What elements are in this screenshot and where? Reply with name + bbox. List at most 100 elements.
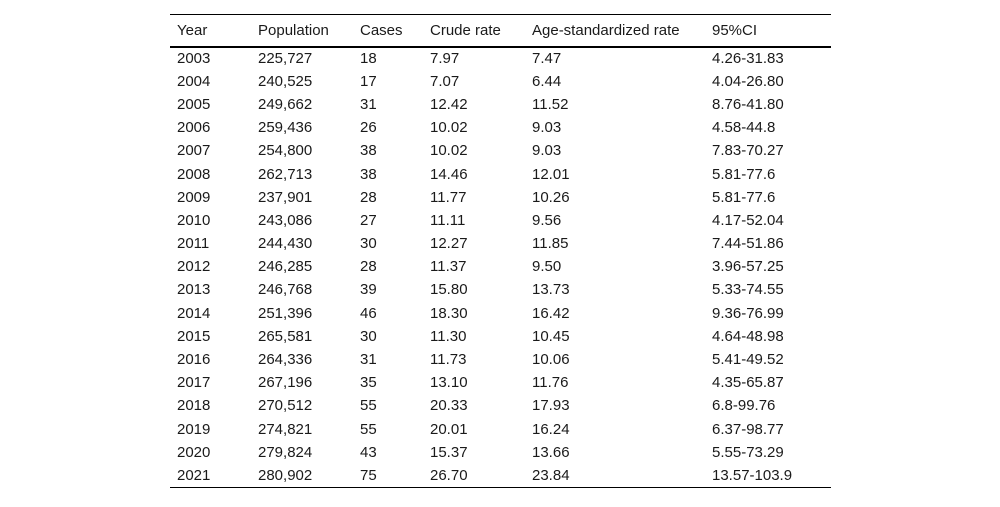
- table-cell: 3.96-57.25: [712, 258, 784, 276]
- table-cell: 39: [360, 281, 377, 299]
- table-cell: 7.83-70.27: [712, 142, 784, 160]
- table-cell: 12.42: [430, 95, 468, 113]
- table-cell: 2003: [177, 50, 211, 68]
- table-cell: 28: [360, 188, 377, 206]
- table-cell: 31: [360, 95, 377, 113]
- table-cell: 5.81-77.6: [712, 188, 776, 206]
- table-cell: 254,800: [258, 142, 313, 160]
- table-cell: 8.76-41.80: [712, 95, 784, 113]
- table-cell: 31: [360, 351, 377, 369]
- table-row: 2013 246,768 39 15.80 13.73 5.33-74.55: [170, 278, 831, 301]
- column-header: Population: [258, 21, 329, 39]
- table-cell: 38: [360, 165, 377, 183]
- table-cell: 2007: [177, 142, 211, 160]
- table-cell: 259,436: [258, 119, 313, 137]
- table-cell: 23.84: [532, 466, 570, 484]
- table-row: 2009 237,901 28 11.77 10.26 5.81-77.6: [170, 186, 831, 209]
- table-cell: 243,086: [258, 211, 313, 229]
- table-cell: 4.58-44.8: [712, 119, 776, 137]
- table-cell: 6.37-98.77: [712, 420, 784, 438]
- table-cell: 270,512: [258, 397, 313, 415]
- table-cell: 9.03: [532, 119, 562, 137]
- table-cell: 10.02: [430, 119, 468, 137]
- table-cell: 267,196: [258, 374, 313, 392]
- table-cell: 240,525: [258, 72, 313, 90]
- table-cell: 2011: [177, 235, 210, 253]
- table-cell: 13.57-103.9: [712, 466, 793, 484]
- table-row: 2014 251,396 46 18.30 16.42 9.36-76.99: [170, 302, 831, 325]
- table-cell: 20.33: [430, 397, 468, 415]
- table-cell: 11.85: [532, 235, 569, 253]
- table-cell: 46: [360, 304, 377, 322]
- table-row: 2003 225,727 18 7.97 7.47 4.26-31.83: [170, 47, 831, 70]
- column-header: Age-standardized rate: [532, 21, 680, 39]
- table-cell: 264,336: [258, 351, 313, 369]
- table-cell: 13.66: [532, 443, 570, 461]
- table-row: 2008 262,713 38 14.46 12.01 5.81-77.6: [170, 162, 831, 185]
- table-cell: 2005: [177, 95, 211, 113]
- table-cell: 10.26: [532, 188, 570, 206]
- table-row: 2004 240,525 17 7.07 6.44 4.04-26.80: [170, 70, 831, 93]
- table-cell: 2013: [177, 281, 211, 299]
- table-cell: 13.10: [430, 374, 468, 392]
- table-cell: 274,821: [258, 420, 313, 438]
- table-cell: 26.70: [430, 466, 468, 484]
- table-cell: 265,581: [258, 327, 313, 345]
- table-row: 2006 259,436 26 10.02 9.03 4.58-44.8: [170, 116, 831, 139]
- table-cell: 4.04-26.80: [712, 72, 784, 90]
- table-cell: 4.17-52.04: [712, 211, 784, 229]
- table-cell: 6.8-99.76: [712, 397, 776, 415]
- table-row: 2017 267,196 35 13.10 11.76 4.35-65.87: [170, 371, 831, 394]
- table-cell: 2009: [177, 188, 211, 206]
- table-cell: 11.76: [532, 374, 569, 392]
- table-cell: 280,902: [258, 466, 313, 484]
- table-cell: 30: [360, 327, 377, 345]
- table-cell: 2014: [177, 304, 211, 322]
- table-row: 2020 279,824 43 15.37 13.66 5.55-73.29: [170, 441, 831, 464]
- table-cell: 7.97: [430, 50, 460, 68]
- table-cell: 2020: [177, 443, 211, 461]
- table-cell: 26: [360, 119, 377, 137]
- table-row: 2012 246,285 28 11.37 9.50 3.96-57.25: [170, 255, 831, 278]
- table-cell: 12.27: [430, 235, 468, 253]
- table-cell: 2012: [177, 258, 211, 276]
- table-cell: 10.45: [532, 327, 570, 345]
- table-cell: 15.37: [430, 443, 468, 461]
- table-header-row: Year Population Cases Crude rate Age-standar…: [170, 15, 831, 47]
- table-cell: 18.30: [430, 304, 468, 322]
- table-cell: 5.55-73.29: [712, 443, 784, 461]
- table-cell: 6.44: [532, 72, 562, 90]
- table-cell: 237,901: [258, 188, 313, 206]
- table-cell: 17: [360, 72, 377, 90]
- table-cell: 38: [360, 142, 377, 160]
- table-cell: 5.33-74.55: [712, 281, 784, 299]
- table-cell: 9.36-76.99: [712, 304, 784, 322]
- table-cell: 2017: [177, 374, 211, 392]
- table-row: 2016 264,336 31 11.73 10.06 5.41-49.52: [170, 348, 831, 371]
- table-cell: 43: [360, 443, 377, 461]
- table-cell: 12.01: [532, 165, 570, 183]
- table-cell: 2015: [177, 327, 211, 345]
- table-cell: 20.01: [430, 420, 468, 438]
- table-cell: 4.35-65.87: [712, 374, 784, 392]
- table-cell: 7.07: [430, 72, 460, 90]
- table-cell: 18: [360, 50, 377, 68]
- table-cell: 30: [360, 235, 377, 253]
- table-cell: 55: [360, 420, 377, 438]
- table-cell: 9.56: [532, 211, 562, 229]
- table-cell: 279,824: [258, 443, 313, 461]
- table-row: 2011 244,430 30 12.27 11.85 7.44-51.86: [170, 232, 831, 255]
- table-cell: 246,285: [258, 258, 313, 276]
- table-row: 2010 243,086 27 11.11 9.56 4.17-52.04: [170, 209, 831, 232]
- table-cell: 11.52: [532, 95, 569, 113]
- table-cell: 14.46: [430, 165, 468, 183]
- table-cell: 16.24: [532, 420, 570, 438]
- table-cell: 262,713: [258, 165, 313, 183]
- table-cell: 2004: [177, 72, 211, 90]
- table-cell: 35: [360, 374, 377, 392]
- table-row: 2005 249,662 31 12.42 11.52 8.76-41.80: [170, 93, 831, 116]
- table-cell: 249,662: [258, 95, 313, 113]
- table-row: 2021 280,902 75 26.70 23.84 13.57-103.9: [170, 464, 831, 487]
- table-cell: 13.73: [532, 281, 570, 299]
